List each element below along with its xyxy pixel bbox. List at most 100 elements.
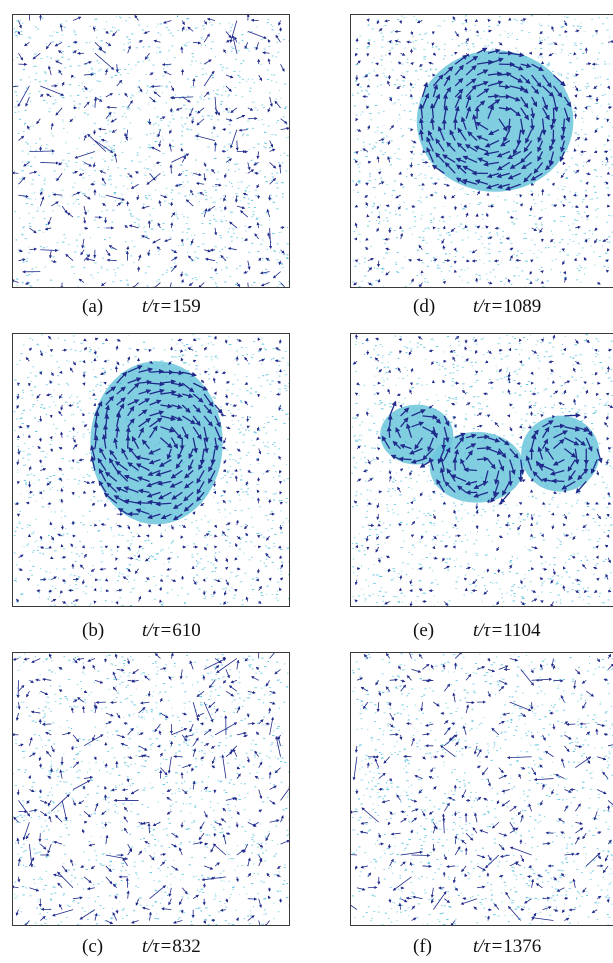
velocity-arrow: [127, 356, 131, 362]
velocity-arrow: [274, 100, 281, 109]
velocity-arrow: [555, 774, 565, 779]
velocity-arrow: [238, 128, 248, 132]
velocity-arrow: [451, 722, 456, 726]
velocity-arrow: [496, 172, 510, 179]
particle-cluster: [521, 415, 600, 492]
velocity-arrow: [148, 911, 152, 921]
velocity-arrow: [409, 470, 413, 476]
velocity-arrow: [377, 278, 381, 283]
velocity-arrow: [365, 411, 369, 416]
particle-cluster: [380, 404, 454, 465]
velocity-arrow: [466, 700, 475, 705]
velocity-arrow: [596, 448, 603, 464]
velocity-arrow: [208, 680, 216, 689]
velocity-arrow: [58, 666, 63, 670]
velocity-arrow: [225, 381, 231, 385]
velocity-arrow: [177, 172, 183, 176]
velocity-arrow: [441, 238, 445, 244]
velocity-arrow: [92, 664, 96, 670]
velocity-arrow: [520, 601, 525, 606]
velocity-arrow: [564, 448, 577, 458]
velocity-arrow: [45, 731, 52, 736]
velocity-arrow: [72, 444, 78, 449]
velocity-arrow: [525, 455, 533, 471]
velocity-arrow: [520, 18, 527, 22]
velocity-arrow: [148, 458, 161, 465]
velocity-arrow: [517, 524, 522, 531]
velocity-arrow: [542, 906, 552, 910]
velocity-arrow: [432, 825, 437, 834]
velocity-arrow: [274, 669, 281, 675]
velocity-arrow: [88, 843, 96, 847]
velocity-arrow: [584, 106, 588, 110]
velocity-arrow: [582, 887, 587, 893]
velocity-arrow: [573, 148, 577, 152]
velocity-arrow: [29, 752, 36, 758]
velocity-arrow: [127, 462, 139, 472]
velocity-arrow: [544, 446, 555, 460]
particle-dots: [351, 653, 613, 925]
velocity-arrow: [586, 94, 593, 99]
velocity-arrow: [278, 455, 282, 460]
velocity-arrow: [366, 105, 370, 110]
velocity-arrow: [465, 566, 471, 570]
velocity-arrow: [582, 564, 587, 570]
velocity-arrow: [149, 885, 166, 900]
velocity-arrow: [60, 543, 64, 548]
velocity-arrow: [30, 710, 41, 714]
velocity-arrow: [25, 281, 30, 285]
velocity-arrow: [549, 469, 565, 476]
velocity-arrow: [110, 118, 117, 123]
velocity-arrow: [159, 752, 163, 757]
velocity-arrow: [385, 535, 390, 539]
velocity-arrow: [269, 785, 277, 790]
velocity-arrow: [561, 872, 565, 878]
velocity-arrow: [26, 578, 31, 582]
velocity-arrow: [127, 848, 133, 856]
velocity-arrow: [196, 481, 205, 495]
velocity-arrow: [422, 663, 430, 670]
velocity-arrow: [253, 162, 259, 166]
velocity-arrow: [112, 671, 118, 681]
velocity-arrow: [529, 118, 535, 131]
particle-cluster: [90, 361, 223, 525]
simulation-plot-c: [12, 652, 290, 926]
velocity-arrow: [607, 839, 612, 845]
velocity-arrow: [246, 712, 250, 718]
velocity-arrow: [553, 491, 558, 495]
velocity-arrow: [260, 282, 270, 287]
velocity-arrow: [135, 348, 140, 352]
velocity-arrow: [409, 653, 412, 659]
velocity-arrow: [531, 677, 553, 681]
velocity-arrow: [15, 712, 19, 721]
velocity-arrow: [90, 568, 96, 572]
velocity-arrow: [541, 107, 550, 121]
velocity-arrow: [18, 176, 26, 185]
velocity-arrow: [105, 834, 109, 845]
velocity-arrow: [476, 865, 486, 871]
velocity-arrow: [444, 161, 456, 174]
velocity-arrow: [540, 414, 544, 418]
velocity-arrow: [72, 699, 78, 703]
velocity-arrow: [147, 513, 161, 520]
velocity-arrow: [426, 146, 434, 163]
velocity-arrow: [116, 371, 128, 384]
velocity-arrow: [222, 468, 227, 473]
velocity-arrow: [505, 891, 511, 899]
velocity-arrow: [564, 734, 572, 740]
velocity-arrow: [351, 810, 357, 814]
velocity-arrow: [376, 215, 381, 219]
velocity-arrow: [180, 278, 184, 283]
velocity-arrow: [280, 282, 288, 287]
velocity-arrow: [57, 882, 63, 889]
velocity-arrow: [422, 732, 431, 736]
velocity-arrow: [399, 443, 412, 450]
velocity-arrow: [277, 865, 281, 870]
velocity-arrow: [160, 767, 168, 776]
velocity-arrow: [216, 658, 238, 674]
velocity-arrow: [487, 104, 495, 119]
velocity-arrow: [575, 29, 580, 33]
velocity-arrow: [414, 774, 423, 779]
velocity-arrow: [509, 426, 513, 432]
velocity-arrow: [540, 663, 543, 670]
